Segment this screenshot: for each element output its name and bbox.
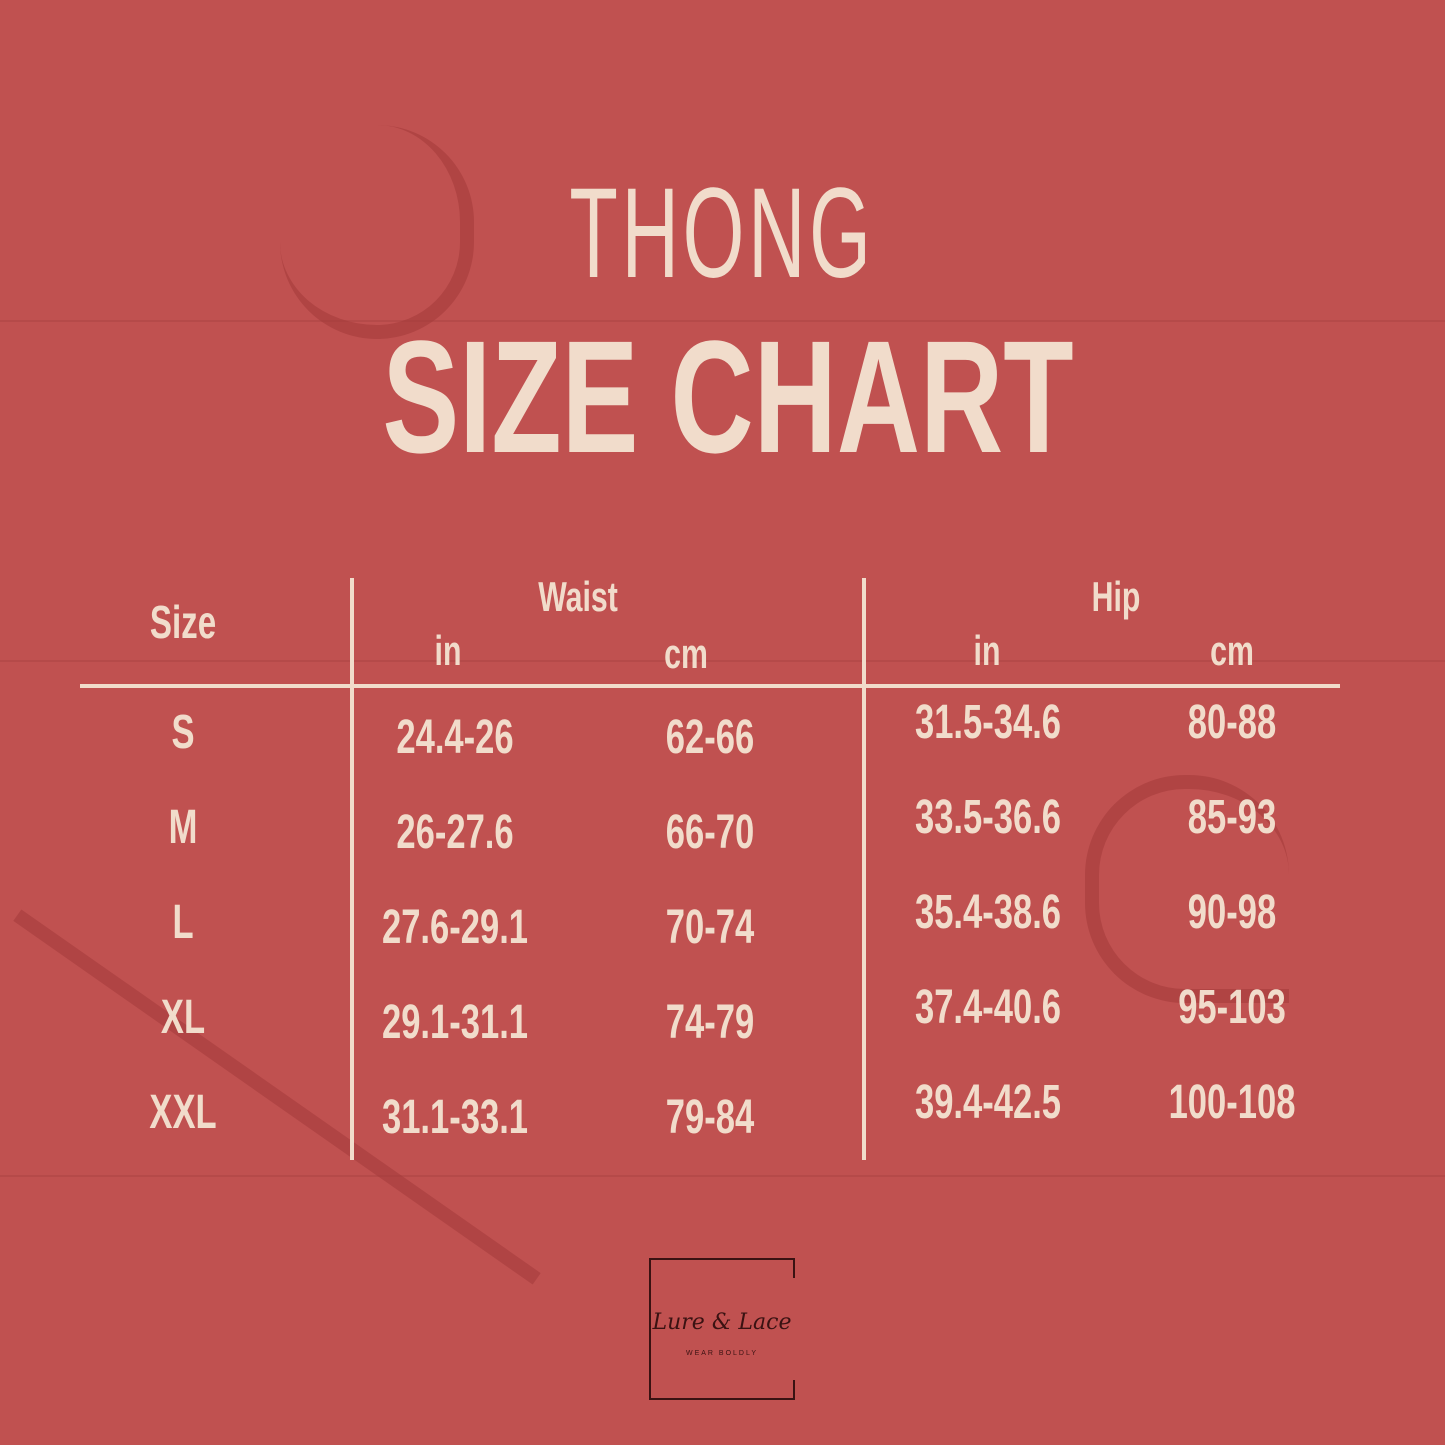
column-divider: [862, 578, 866, 1160]
cell-hip-cm: 100-108: [1168, 1076, 1296, 1129]
cell-size: XL: [160, 991, 206, 1044]
header-waist-in: in: [434, 627, 462, 674]
cell-waist-in: 24.4-26: [396, 711, 514, 764]
cell-size: S: [171, 706, 195, 759]
cell-size: L: [172, 896, 194, 949]
background-plank-line: [0, 320, 1445, 322]
cell-hip-in: 31.5-34.6: [914, 696, 1062, 749]
cell-waist-cm: 74-79: [665, 996, 755, 1049]
cell-waist-in: 29.1-31.1: [381, 996, 529, 1049]
header-divider: [80, 684, 1340, 688]
brand-name: Lure & Lace: [652, 1310, 792, 1335]
header-waist-cm: cm: [664, 630, 708, 677]
brand-logo: Lure & Lace WEAR BOLDLY: [649, 1258, 795, 1400]
cell-waist-cm: 66-70: [665, 806, 755, 859]
header-size: Size: [149, 596, 217, 648]
cell-waist-cm: 70-74: [665, 901, 755, 954]
header-waist: Waist: [538, 573, 618, 620]
cell-hip-in: 39.4-42.5: [914, 1076, 1062, 1129]
cell-waist-in: 26-27.6: [396, 806, 514, 859]
cell-hip-cm: 85-93: [1187, 791, 1277, 844]
header-hip-in: in: [973, 627, 1001, 674]
cell-hip-cm: 90-98: [1187, 886, 1277, 939]
cell-waist-cm: 79-84: [665, 1091, 755, 1144]
background-plank-line: [0, 660, 1445, 662]
cell-waist-in: 31.1-33.1: [381, 1091, 529, 1144]
title-product: THONG: [569, 162, 875, 305]
cell-size: XXL: [149, 1086, 217, 1139]
cell-hip-cm: 95-103: [1178, 981, 1286, 1034]
cell-waist-cm: 62-66: [665, 711, 755, 764]
cell-hip-in: 35.4-38.6: [914, 886, 1062, 939]
cell-hip-in: 37.4-40.6: [914, 981, 1062, 1034]
header-hip-cm: cm: [1210, 627, 1254, 674]
background-plank-line: [0, 1175, 1445, 1177]
title-size-chart: SIZE CHART: [382, 307, 1074, 486]
brand-tagline: WEAR BOLDLY: [685, 1350, 759, 1357]
cell-waist-in: 27.6-29.1: [381, 901, 529, 954]
cell-size: M: [168, 801, 198, 854]
column-divider: [350, 578, 354, 1160]
cell-hip-cm: 80-88: [1187, 696, 1277, 749]
cell-hip-in: 33.5-36.6: [914, 791, 1062, 844]
header-hip: Hip: [1091, 573, 1141, 620]
